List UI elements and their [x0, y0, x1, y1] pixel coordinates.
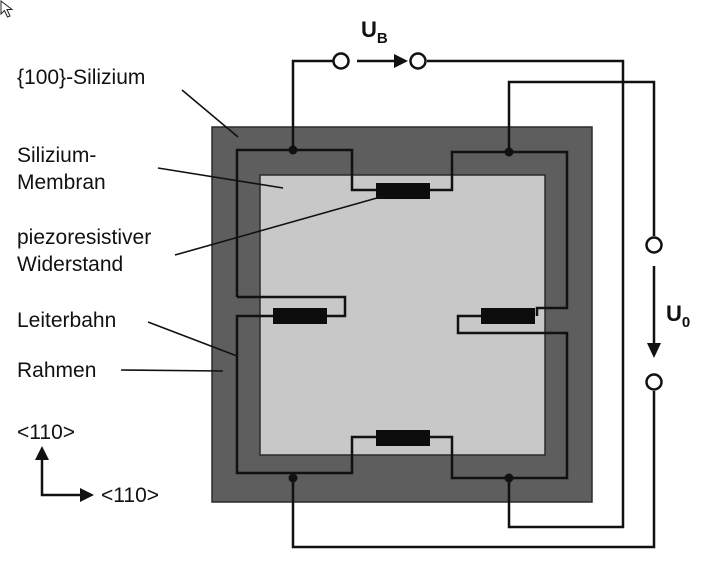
supply-arrow-icon	[394, 54, 408, 68]
label-resistor-line1: piezoresistiver	[17, 226, 151, 249]
mouse-pointer-icon	[0, 0, 14, 18]
label-silicon: {100}-Silizium	[17, 66, 145, 89]
resistor-top	[376, 183, 430, 199]
supply-terminal-right	[409, 52, 427, 70]
resistor-right	[481, 308, 535, 324]
output-terminal-top	[645, 236, 663, 254]
resistor-left	[273, 308, 327, 324]
node-bottom-right	[504, 473, 514, 483]
supply-terminal-left	[332, 52, 350, 70]
resistor-bottom	[376, 430, 430, 446]
axis-label-vertical: <110>	[17, 421, 75, 444]
node-bottom-left	[288, 473, 298, 483]
terminals	[332, 52, 663, 391]
leader-lines	[120, 89, 385, 372]
resistors	[273, 183, 535, 446]
orientation-axes	[35, 446, 94, 502]
junction-nodes	[288, 145, 514, 483]
node-top-left	[288, 145, 298, 155]
external-wiring	[291, 54, 661, 549]
label-membrane-line1: Silizium-	[17, 144, 96, 167]
label-resistor-line2: Widerstand	[17, 253, 123, 276]
output-arrow-icon	[647, 343, 661, 358]
label-trace: Leiterbahn	[17, 309, 116, 332]
axis-label-horizontal: <110>	[101, 484, 159, 507]
label-frame: Rahmen	[17, 359, 96, 382]
label-membrane-line2: Membran	[17, 171, 106, 194]
output-terminal-bottom	[645, 373, 663, 391]
axis-right-arrow-icon	[80, 488, 94, 502]
axis-up-arrow-icon	[35, 446, 49, 460]
node-top-right	[504, 147, 514, 157]
conductor-traces	[235, 148, 569, 480]
supply-voltage-label: UB	[361, 17, 388, 47]
output-voltage-label: U0	[666, 301, 690, 331]
